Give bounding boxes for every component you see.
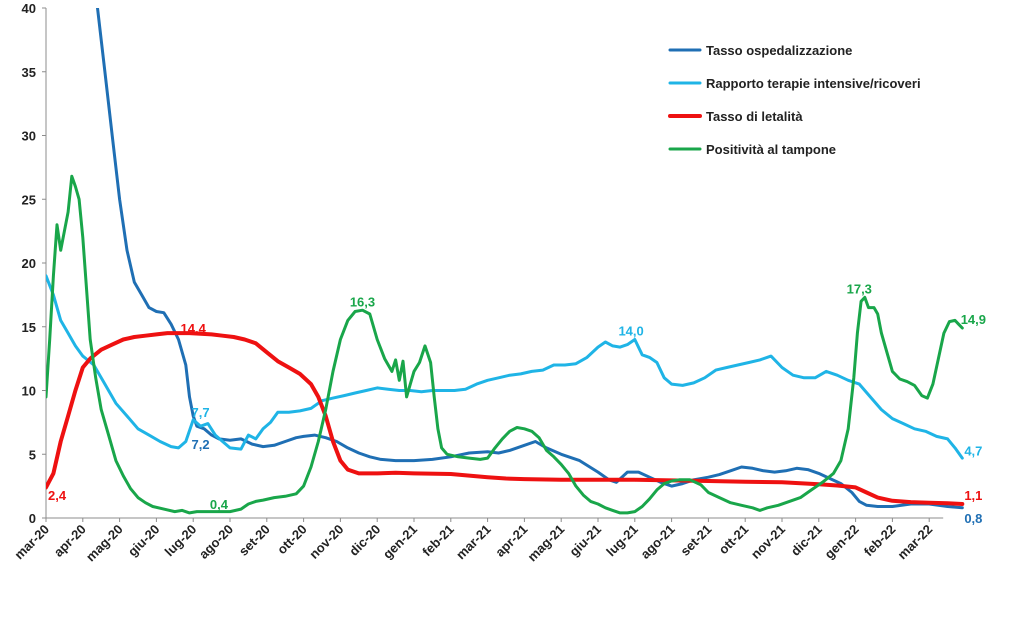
data-label: 17,3 <box>847 282 872 297</box>
x-tick-label: ago-20 <box>196 522 236 562</box>
y-tick-label: 25 <box>22 192 36 207</box>
x-tick-label: mar-21 <box>453 522 494 563</box>
y-tick-label: 40 <box>22 1 36 16</box>
x-tick-label: feb-22 <box>861 522 899 560</box>
series-line-0 <box>96 8 964 510</box>
data-label: 0,8 <box>964 511 982 526</box>
y-tick-label: 30 <box>22 129 36 144</box>
x-tick-label: gen-22 <box>821 522 861 562</box>
legend-label: Rapporto terapie intensive/ricoveri <box>706 76 921 91</box>
series-line-1 <box>46 274 964 460</box>
data-label: 2,4 <box>48 488 67 503</box>
x-tick-label: dic-20 <box>346 522 383 559</box>
y-tick-label: 10 <box>22 384 36 399</box>
x-tick-label: nov-21 <box>748 522 788 562</box>
x-tick-label: gen-21 <box>380 522 420 562</box>
x-tick-label: mag-20 <box>83 522 126 565</box>
data-label: 7,7 <box>192 405 210 420</box>
legend: Tasso ospedalizzazione Rapporto terapie i… <box>668 43 921 157</box>
legend-label: Positività al tampone <box>706 142 836 157</box>
x-tick-label: dic-21 <box>788 522 825 559</box>
y-tick-label: 0 <box>29 511 36 526</box>
data-label: 14,9 <box>961 312 986 327</box>
x-tick-label: set-21 <box>677 522 714 559</box>
data-label: 4,7 <box>964 443 982 458</box>
data-label: 0,4 <box>210 497 229 512</box>
x-tick-label: ott-21 <box>716 522 752 558</box>
x-tick-label: giu-21 <box>566 522 604 560</box>
series-lines <box>46 8 965 515</box>
y-axis: 0 5 10 15 20 25 30 35 40 <box>22 1 47 526</box>
data-labels: 2,4 14,4 7,7 7,2 0,4 16,3 14,0 17,3 14,9 4,7 1,1 0,… <box>48 282 986 527</box>
data-label: 14,0 <box>618 324 643 339</box>
data-label: 16,3 <box>350 294 375 309</box>
data-label: 14,4 <box>181 321 207 336</box>
x-tick-label: mag-21 <box>525 522 568 565</box>
legend-label: Tasso di letalità <box>706 109 803 124</box>
x-tick-label: lug-21 <box>603 522 641 560</box>
y-tick-label: 5 <box>29 447 36 462</box>
x-tick-label: feb-21 <box>419 522 457 560</box>
data-label: 7,2 <box>192 437 210 452</box>
x-tick-label: mar-20 <box>11 522 52 563</box>
x-tick-label: set-20 <box>236 522 273 559</box>
series-line-3 <box>46 174 964 515</box>
x-tick-label: giu-20 <box>125 522 163 560</box>
x-tick-label: lug-20 <box>162 522 200 560</box>
y-tick-label: 15 <box>22 320 36 335</box>
x-tick-label: nov-20 <box>306 522 346 562</box>
x-tick-label: ago-21 <box>637 522 677 562</box>
data-label: 1,1 <box>964 488 982 503</box>
y-tick-label: 20 <box>22 256 36 271</box>
x-tick-label: ott-20 <box>274 522 310 558</box>
y-tick-label: 35 <box>22 65 36 80</box>
x-tick-label: mar-22 <box>895 522 936 563</box>
legend-label: Tasso ospedalizzazione <box>706 43 852 58</box>
